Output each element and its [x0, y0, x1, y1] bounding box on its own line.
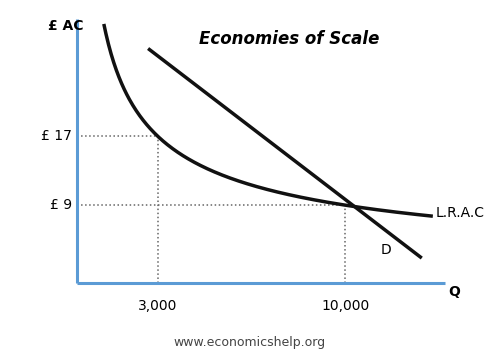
Text: Q: Q	[448, 285, 460, 299]
Text: £ AC: £ AC	[48, 19, 83, 33]
Text: £ 17: £ 17	[42, 129, 72, 143]
Text: £ 9: £ 9	[50, 198, 72, 212]
Text: Economies of Scale: Economies of Scale	[200, 30, 380, 48]
Text: L.R.A.C: L.R.A.C	[435, 207, 484, 220]
Text: www.economicshelp.org: www.economicshelp.org	[174, 336, 326, 349]
Text: D: D	[380, 243, 391, 257]
Text: 10,000: 10,000	[321, 299, 370, 312]
Text: 3,000: 3,000	[138, 299, 177, 312]
